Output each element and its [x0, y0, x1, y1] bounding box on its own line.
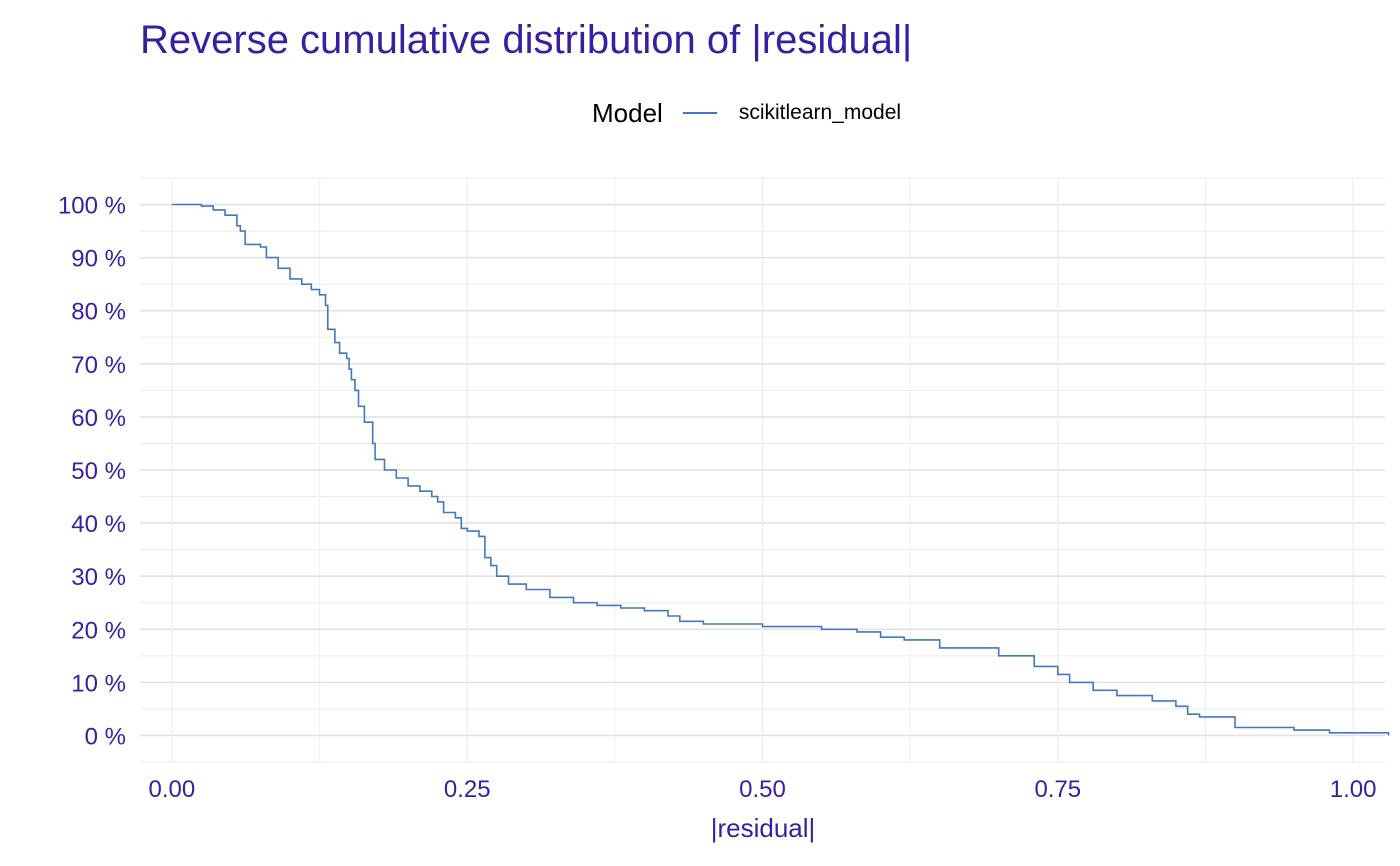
series-layer [171, 203, 1390, 736]
x-tick-label: 0.25 [444, 776, 491, 803]
y-tick-label: 100 % [58, 193, 126, 220]
y-tick-label: 40 % [71, 511, 126, 538]
legend-key-line [682, 112, 717, 114]
y-tick-label: 60 % [71, 405, 126, 432]
x-tick-label: 0.75 [1034, 776, 1081, 803]
y-axis-ticks: 0 % 10 % 20 % 30 % 40 % 50 % 60 % 70 % 80 % 90 % 1… [58, 193, 126, 751]
y-tick-label: 0 % [85, 723, 126, 750]
chart-title: Reverse cumulative distribution of |resi… [140, 18, 913, 62]
y-tick-label: 80 % [71, 299, 126, 326]
x-axis-ticks: 0.00 0.25 0.50 0.75 1.00 [149, 776, 1377, 803]
series-line-scikitlearn_model [171, 203, 1390, 736]
legend-series-label: scikitlearn_model [738, 101, 902, 124]
legend: Model scikitlearn_model [592, 96, 901, 130]
legend-title: Model [592, 97, 663, 128]
y-tick-label: 70 % [71, 352, 126, 379]
y-tick-label: 50 % [71, 458, 126, 485]
x-axis-title: |residual| [711, 813, 816, 843]
x-tick-label: 1.00 [1330, 776, 1377, 803]
x-tick-label: 0.50 [739, 776, 786, 803]
y-tick-label: 20 % [71, 617, 126, 644]
y-tick-label: 90 % [71, 246, 126, 273]
y-tick-label: 30 % [71, 564, 126, 591]
y-tick-label: 10 % [71, 670, 126, 697]
major-gridlines [140, 178, 1385, 762]
x-tick-label: 0.00 [149, 776, 196, 803]
